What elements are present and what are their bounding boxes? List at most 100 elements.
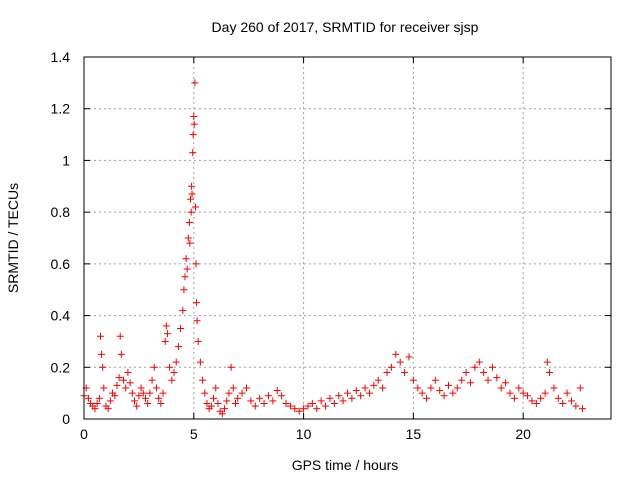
data-point (256, 394, 264, 402)
data-point (221, 405, 229, 413)
data-point (135, 392, 143, 400)
data-point (480, 368, 488, 376)
x-tick-label: 20 (515, 426, 531, 442)
data-point (379, 384, 387, 392)
data-point (137, 384, 145, 392)
data-point (352, 387, 360, 395)
data-point (414, 384, 422, 392)
data-point (104, 405, 112, 413)
data-point (269, 397, 277, 405)
data-point (361, 384, 369, 392)
data-point (396, 358, 404, 366)
x-axis-label: GPS time / hours (292, 457, 399, 473)
data-point (99, 363, 107, 371)
data-point (326, 394, 334, 402)
data-point (282, 399, 290, 407)
data-point (291, 405, 299, 413)
data-point (247, 397, 255, 405)
data-point (541, 389, 549, 397)
data-point (466, 379, 474, 387)
data-point (91, 405, 99, 413)
data-point (374, 376, 382, 384)
data-point (335, 392, 343, 400)
y-tick-label: 0.4 (51, 308, 71, 324)
data-point (116, 332, 124, 340)
data-point (317, 397, 325, 405)
data-point (146, 389, 154, 397)
data-point (223, 397, 231, 405)
y-tick-label: 0.8 (51, 204, 71, 220)
data-point (161, 337, 169, 345)
data-point (227, 363, 235, 371)
data-point (188, 182, 196, 190)
data-point (172, 358, 180, 366)
data-point (199, 376, 207, 384)
data-point (139, 389, 147, 397)
data-point (192, 203, 200, 211)
data-point (95, 394, 103, 402)
data-point (155, 394, 163, 402)
data-point (497, 384, 505, 392)
data-point (144, 399, 152, 407)
data-point (180, 286, 188, 294)
data-point (170, 368, 178, 376)
data-point (174, 343, 182, 351)
data-point (330, 399, 338, 407)
data-point (225, 389, 233, 397)
data-point (300, 405, 308, 413)
data-point (187, 208, 195, 216)
data-point (152, 384, 160, 392)
data-point (502, 379, 510, 387)
data-point (528, 397, 536, 405)
data-point (131, 397, 139, 405)
data-point (576, 384, 584, 392)
data-point (188, 190, 196, 198)
data-point (418, 389, 426, 397)
data-point (115, 374, 123, 382)
data-point (196, 358, 204, 366)
data-point (286, 402, 294, 410)
y-tick-label: 0.2 (51, 359, 71, 375)
data-point (234, 394, 242, 402)
data-point (348, 394, 356, 402)
data-point (193, 317, 201, 325)
data-point (365, 389, 373, 397)
plot-frame (83, 56, 612, 420)
data-point (100, 384, 108, 392)
data-point (537, 394, 545, 402)
data-point (190, 112, 198, 120)
data-point (567, 397, 575, 405)
data-point (181, 273, 189, 281)
data-point (203, 399, 211, 407)
chart-title: Day 260 of 2017, SRMTID for receiver sjs… (212, 19, 479, 35)
data-point (322, 402, 330, 410)
data-point (436, 387, 444, 395)
data-point (383, 368, 391, 376)
data-point (168, 376, 176, 384)
data-point (192, 299, 200, 307)
data-point (431, 376, 439, 384)
data-point (185, 218, 193, 226)
data-point (184, 234, 192, 242)
x-tick-label: 10 (296, 426, 312, 442)
data-point (242, 384, 250, 392)
y-axis-label: SRMTID / TECUs (5, 183, 21, 293)
data-point (471, 363, 479, 371)
data-point (559, 399, 567, 407)
data-point (493, 374, 501, 382)
data-point (189, 131, 197, 139)
data-point (273, 387, 281, 395)
data-point (238, 389, 246, 397)
data-point (120, 376, 128, 384)
data-point (392, 350, 400, 358)
x-tick-label: 0 (80, 426, 88, 442)
data-point (554, 394, 562, 402)
data-point (427, 384, 435, 392)
data-point (475, 358, 483, 366)
data-point (295, 407, 303, 415)
data-point (519, 389, 527, 397)
data-point (232, 399, 240, 407)
data-point (546, 368, 554, 376)
data-point (166, 363, 174, 371)
